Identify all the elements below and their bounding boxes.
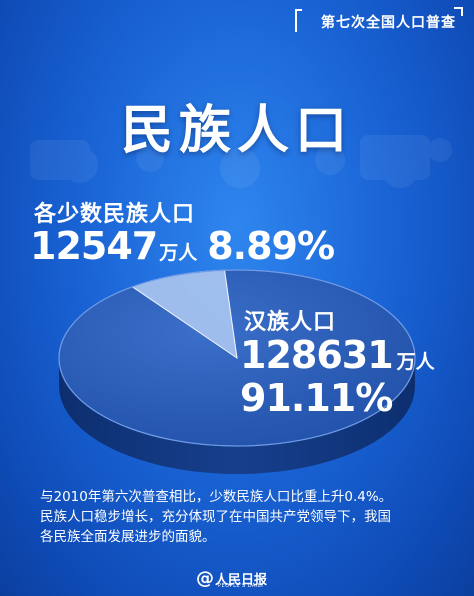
minority-percent: 8.89% bbox=[207, 224, 335, 268]
description-line: 与2010年第六次普查相比，少数民族人口比重上升0.4%。 bbox=[40, 489, 393, 505]
people-daily-logo: @ 人民日报 PEOPLE'S DAILY bbox=[196, 568, 267, 589]
tag-frame bbox=[295, 7, 463, 32]
minority-values: 12547 万人 8.89% bbox=[30, 224, 335, 268]
page-title: 民族人口 bbox=[120, 101, 353, 161]
han-unit: 万人 bbox=[396, 351, 435, 373]
minority-count: 12547 bbox=[30, 224, 158, 268]
han-count: 128631 bbox=[240, 333, 394, 377]
description-line: 民族人口稳步增长，充分体现了在中国共产党领导下，我国 bbox=[40, 509, 391, 525]
han-percent: 91.11% bbox=[240, 376, 393, 420]
census-tag: 第七次全国人口普查 bbox=[321, 15, 456, 31]
minority-unit: 万人 bbox=[159, 242, 198, 264]
description-line: 各民族全面发展进步的面貌。 bbox=[40, 529, 216, 545]
han-count-row: 128631 万人 bbox=[240, 333, 435, 377]
logo-text: 人民日报 bbox=[215, 573, 268, 588]
description: 与2010年第六次普查相比，少数民族人口比重上升0.4%。 民族人口稳步增长，充… bbox=[40, 487, 450, 547]
han-label: 汉族人口 bbox=[244, 310, 337, 335]
pie-rim bbox=[58, 269, 416, 447]
at-icon: @ bbox=[196, 568, 214, 589]
pie-side bbox=[59, 358, 415, 474]
logo-subtext: PEOPLE'S DAILY bbox=[218, 583, 265, 589]
minority-label: 各少数民族人口 bbox=[34, 202, 196, 227]
